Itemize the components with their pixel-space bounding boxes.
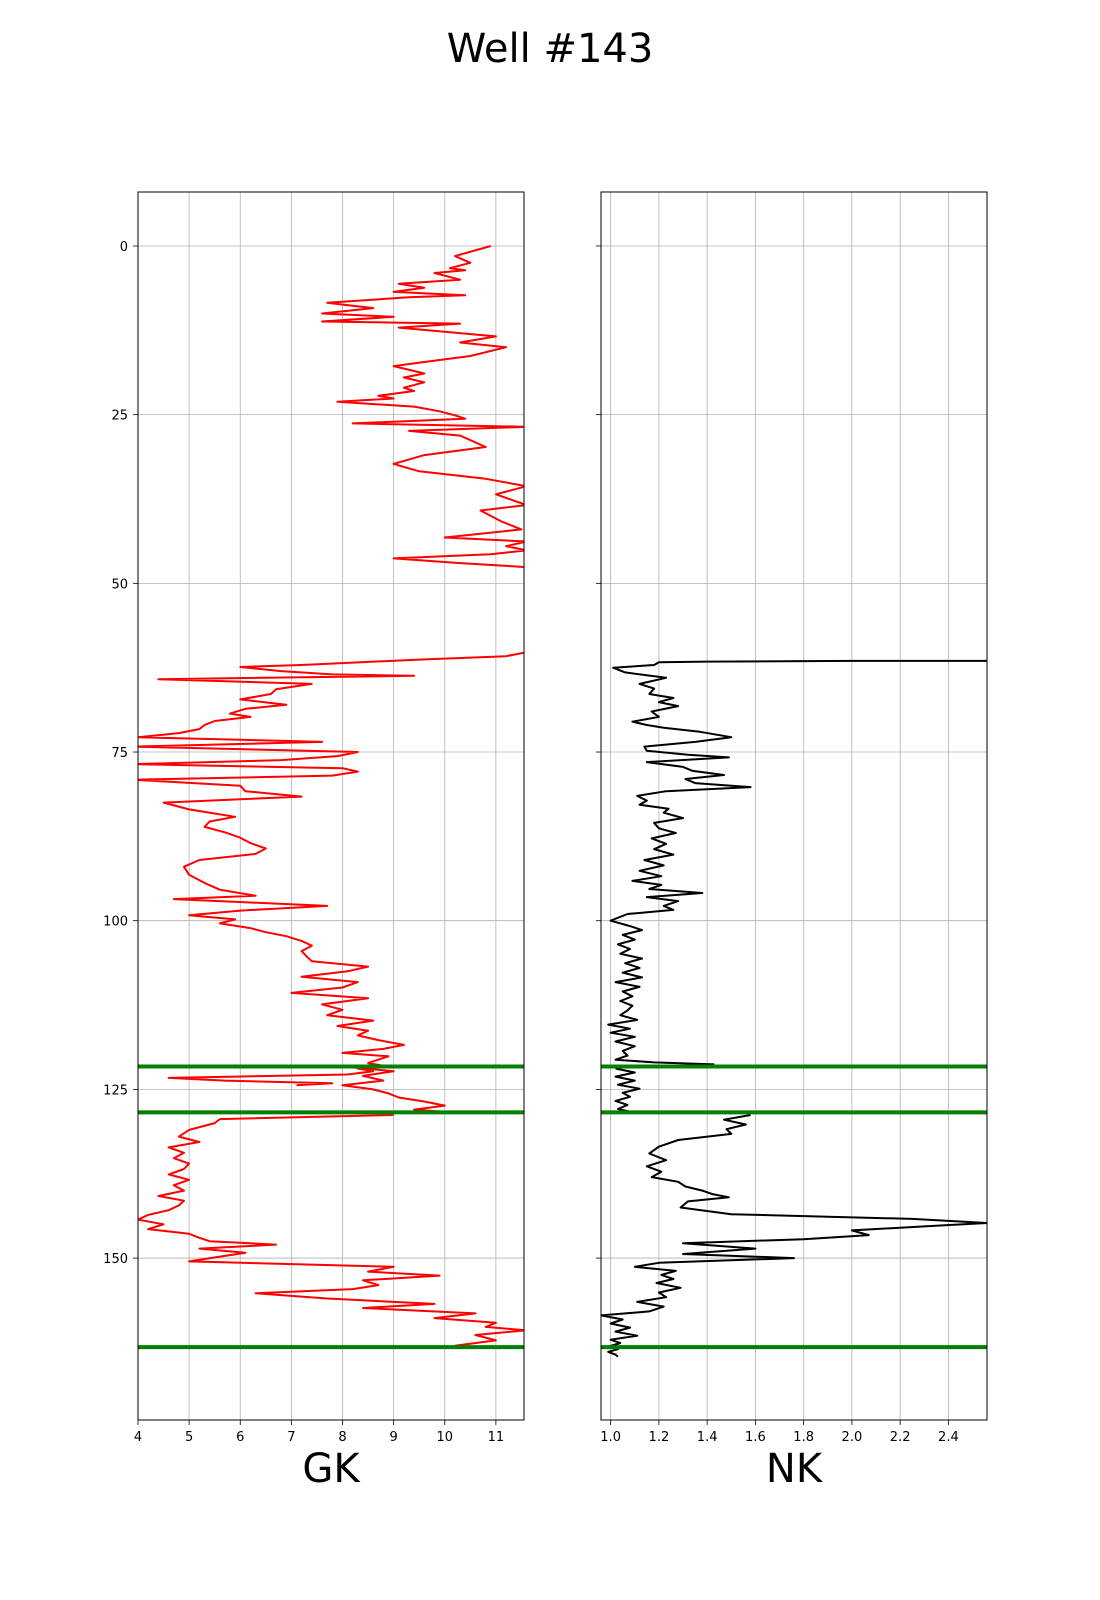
- y-tick-label: 75: [111, 746, 128, 761]
- x-tick-label: 4: [134, 1430, 142, 1445]
- x-tick-label: 2.0: [842, 1430, 863, 1445]
- undefined-log-curve: [601, 1114, 987, 1358]
- nk-panel: 1.0 1.2 1.4 1.6 1.8 2.0 2.2 2.4 NK: [596, 191, 988, 1492]
- x-tick-label: 2.2: [890, 1430, 911, 1445]
- undefined-plot-area: [601, 659, 987, 1358]
- undefined-log-curve: [614, 1067, 641, 1113]
- x-tick-label: 6: [236, 1430, 244, 1445]
- x-tick-label: 1.2: [649, 1430, 670, 1445]
- undefined-log-curve: [138, 651, 524, 1087]
- undefined-axis-label: GK: [302, 1446, 361, 1492]
- y-tick-label: 125: [103, 1083, 128, 1098]
- x-tick-label: 7: [287, 1430, 295, 1445]
- x-tick-label: 2.4: [938, 1430, 959, 1445]
- x-tick-label: 9: [389, 1430, 397, 1445]
- undefined-axis-label: NK: [766, 1446, 824, 1492]
- x-tick-label: 11: [488, 1430, 505, 1445]
- x-tick-label: 1.8: [793, 1430, 814, 1445]
- undefined-log-curve: [138, 1114, 524, 1347]
- y-tick-label: 25: [111, 409, 128, 424]
- x-tick-label: 5: [185, 1430, 193, 1445]
- undefined-plot-area: [138, 245, 524, 1347]
- y-tick-label: 50: [111, 577, 128, 592]
- gk-panel: 4 5 6 7 8 9 10 11 0 25 50 75 100 125 150 GK: [103, 191, 525, 1492]
- x-tick-label: 8: [338, 1430, 346, 1445]
- undefined-log-curve: [341, 1065, 450, 1114]
- y-tick-label: 0: [120, 240, 128, 255]
- undefined-log-curve: [321, 245, 524, 568]
- y-tick-label: 150: [103, 1252, 128, 1267]
- x-tick-label: 1.4: [697, 1430, 718, 1445]
- undefined-frame: [600, 191, 988, 1421]
- y-tick-label: 100: [103, 915, 128, 930]
- undefined-log-curve: [607, 659, 987, 1066]
- x-tick-label: 1.6: [745, 1430, 766, 1445]
- chart-title: Well #143: [446, 26, 654, 72]
- x-tick-label: 1.0: [600, 1430, 621, 1445]
- undefined-frame: [137, 191, 525, 1421]
- x-tick-label: 10: [436, 1430, 453, 1445]
